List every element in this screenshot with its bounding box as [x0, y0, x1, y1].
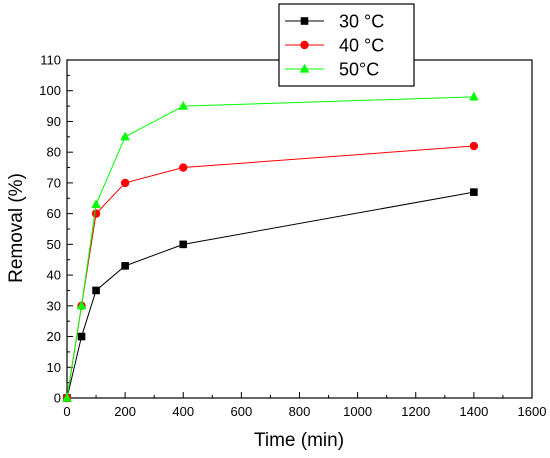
- x-tick-label: 1200: [401, 404, 430, 419]
- series-2: [62, 141, 479, 403]
- data-point: [470, 188, 478, 196]
- data-point: [91, 209, 101, 218]
- y-tick-label: 40: [47, 268, 61, 283]
- data-point: [179, 240, 188, 249]
- series-line: [66, 191, 474, 399]
- data-point: [179, 163, 188, 172]
- y-tick-label: 80: [47, 145, 61, 160]
- x-tick-label: 800: [289, 404, 311, 419]
- data-point: [120, 178, 130, 188]
- plot-frame: [66, 59, 533, 399]
- axes: 0 200 400 600 800 1000 1200 1400 1600 0 10 20 30 40 50…: [39, 53, 546, 420]
- legend-marker: [300, 17, 309, 25]
- y-axis-title: Removal (%): [6, 173, 27, 283]
- y-tick-label: 60: [47, 206, 61, 221]
- series-1: [63, 188, 478, 402]
- legend-marker: [300, 40, 309, 50]
- series-line: [66, 96, 474, 399]
- x-tick-label: 400: [172, 404, 194, 419]
- data-point: [178, 100, 189, 110]
- data-point: [77, 332, 86, 341]
- y-tick-label: 50: [47, 237, 61, 252]
- legend-marker: [299, 63, 310, 73]
- data-point: [92, 286, 100, 295]
- y-tick-label: 10: [47, 360, 61, 375]
- legend-label: 40 °C: [339, 36, 384, 56]
- data-point: [62, 392, 72, 402]
- data-point: [121, 262, 129, 270]
- series-3: [62, 91, 479, 402]
- x-tick-label: 1600: [518, 404, 547, 419]
- series-layer: [62, 91, 479, 403]
- data-point: [469, 141, 479, 151]
- data-point: [469, 91, 479, 101]
- x-axis-title: Time (min): [254, 430, 344, 451]
- y-tick-label: 90: [47, 114, 61, 129]
- y-tick-label: 30: [47, 298, 61, 313]
- legend-label: 30 °C: [339, 12, 384, 32]
- x-tick-label: 0: [63, 404, 70, 419]
- x-tick-label: 1400: [459, 404, 488, 419]
- x-tick-label: 600: [231, 404, 253, 419]
- y-tick-label: 70: [47, 175, 61, 190]
- x-tick-label: 1000: [343, 404, 372, 419]
- data-point: [91, 199, 101, 209]
- legend: 30 °C 40 °C 50°C: [278, 3, 415, 87]
- legend-label: 50°C: [339, 60, 379, 80]
- data-point: [120, 131, 130, 141]
- data-point: [76, 300, 87, 310]
- y-tick-label: 100: [39, 83, 61, 98]
- y-tick-label: 110: [40, 53, 61, 68]
- y-tick-label: 0: [54, 391, 61, 406]
- y-tick-label: 20: [47, 329, 61, 344]
- x-tick-label: 200: [114, 404, 136, 419]
